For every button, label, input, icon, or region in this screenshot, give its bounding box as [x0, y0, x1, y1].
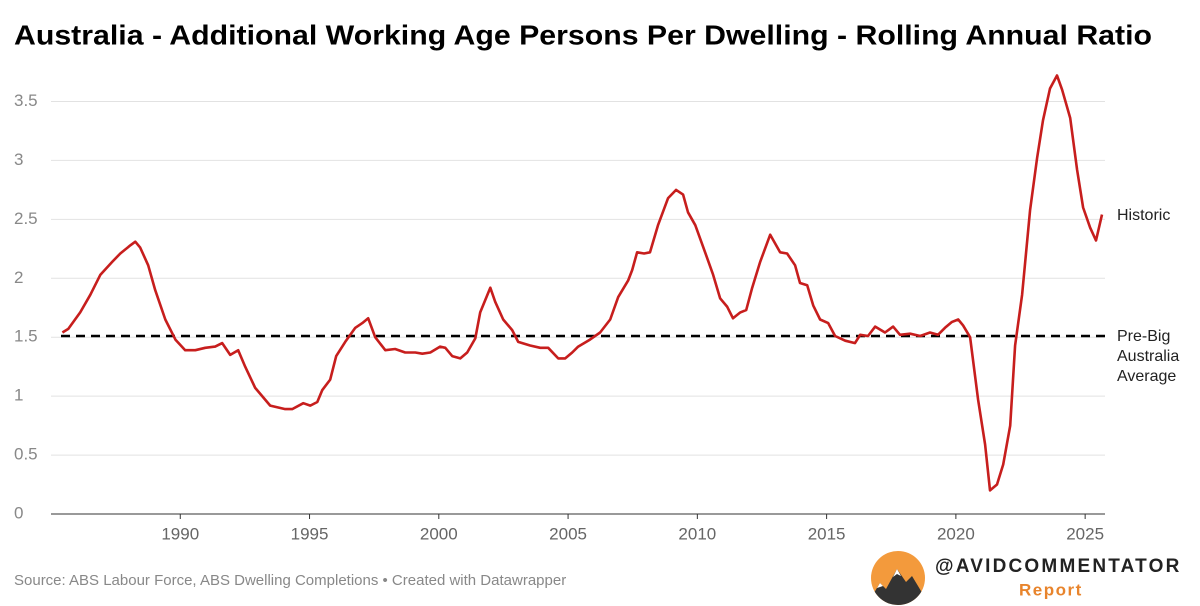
data-line [61, 74, 1104, 492]
y-tick-label: 3.5 [14, 91, 38, 110]
brand-logo [871, 551, 925, 605]
y-tick-label: 0 [14, 503, 23, 522]
x-tick-label: 2020 [937, 524, 975, 543]
y-tick-label: 0.5 [14, 445, 38, 464]
y-tick-label: 3 [14, 150, 23, 169]
brand-sub: Report [1019, 580, 1083, 599]
reference-label: Australia [1117, 348, 1179, 365]
y-tick-label: 2 [14, 268, 23, 287]
x-tick-label: 1995 [291, 524, 329, 543]
series-label: Historic [1117, 207, 1170, 224]
logo-snow [877, 569, 901, 588]
x-tick-label: 2015 [808, 524, 846, 543]
reference-label: Pre-Big [1117, 328, 1170, 345]
brand-handle: @AVIDCOMMENTATOR [935, 556, 1182, 577]
x-tick-label: 1990 [161, 524, 199, 543]
reference-label: Average [1117, 368, 1176, 385]
y-tick-label: 1.5 [14, 327, 38, 346]
source-note: Source: ABS Labour Force, ABS Dwelling C… [14, 572, 566, 589]
x-tick-label: 2025 [1066, 524, 1104, 543]
y-tick-label: 2.5 [14, 209, 38, 228]
logo-mountains [871, 569, 925, 605]
x-tick-label: 2010 [678, 524, 716, 543]
chart-title: Australia - Additional Working Age Perso… [14, 19, 1152, 50]
x-tick-label: 2000 [420, 524, 458, 543]
y-tick-label: 1 [14, 386, 23, 405]
x-tick-label: 2005 [549, 524, 587, 543]
